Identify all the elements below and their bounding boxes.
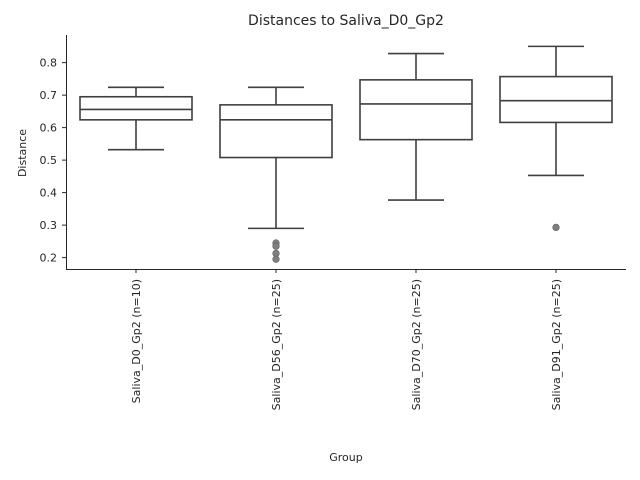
chart-title: Distances to Saliva_D0_Gp2 [248,13,444,29]
box-group [219,86,333,263]
boxes-layer [79,45,613,263]
x-tick-label: Saliva_D91_Gp2 (n=25) [550,279,563,410]
y-tick-label: 0.2 [40,252,58,265]
box-group [79,86,193,151]
x-ticks-layer: Saliva_D0_Gp2 (n=10) Saliva_D56_Gp2 (n=25… [130,269,563,410]
y-tick-label: 0.3 [40,219,58,232]
iqr-box [359,79,473,141]
x-tick-label: Saliva_D0_Gp2 (n=10) [130,279,143,403]
box-group [359,52,473,201]
iqr-box [79,95,193,121]
y-ticks-layer: 0.2 0.3 0.4 0.5 0.6 0.7 0.8 [40,57,66,265]
y-tick-label: 0.5 [40,154,58,167]
x-tick-label: Saliva_D70_Gp2 (n=25) [410,279,423,410]
outlier-point [552,223,560,231]
box-group [499,45,613,231]
y-tick-label: 0.6 [40,122,58,135]
x-axis-label: Group [329,451,363,464]
x-tick-label: Saliva_D56_Gp2 (n=25) [270,279,283,410]
y-axis-label: Distance [16,129,29,177]
y-tick-label: 0.7 [40,89,58,102]
y-tick-label: 0.8 [40,57,58,70]
y-tick-label: 0.4 [40,187,58,200]
iqr-box [219,104,333,159]
outlier-point [272,242,280,250]
outlier-point [272,255,280,263]
iqr-box [499,75,613,124]
